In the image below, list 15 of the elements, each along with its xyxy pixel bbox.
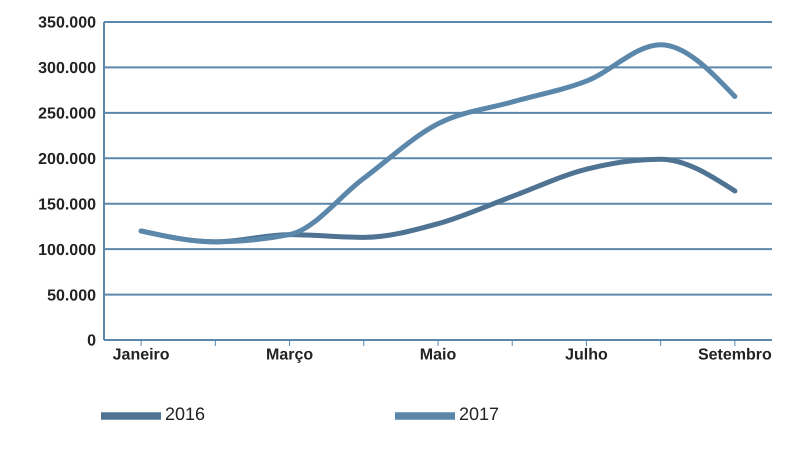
y-tick-label: 100.000: [38, 242, 96, 259]
y-tick-label: 50.000: [47, 287, 96, 304]
y-tick-label: 200.000: [38, 150, 96, 168]
legend-label: 2017: [459, 404, 500, 424]
x-tick-label: Maio: [420, 346, 456, 364]
x-tick-label: Março: [266, 346, 314, 364]
x-tick-label: Setembro: [698, 346, 772, 364]
y-tick-label: 150.000: [38, 196, 96, 214]
y-tick-label: 350.000: [38, 14, 96, 32]
legend-label: 2016: [164, 404, 205, 424]
x-tick-label: Julho: [565, 346, 608, 364]
y-tick-label: 0: [87, 332, 96, 350]
x-tick-label: Janeiro: [112, 346, 170, 364]
y-tick-label: 300.000: [38, 60, 96, 78]
y-tick-label: 250.000: [38, 106, 96, 123]
